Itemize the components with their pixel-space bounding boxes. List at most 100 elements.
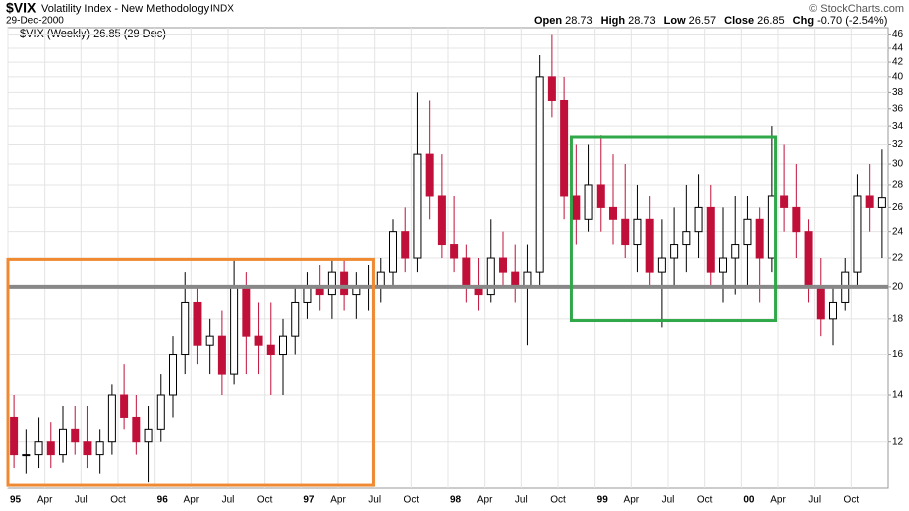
candle-body: [450, 244, 459, 259]
candle-body: [169, 354, 177, 396]
candle-body: [95, 441, 104, 456]
x-tick-label: Jul: [515, 495, 528, 506]
x-tick-label: Apr: [330, 495, 346, 506]
candle-body: [266, 344, 275, 356]
annotation-box: [569, 135, 778, 323]
quote-value: -0.70 (-2.54%): [817, 15, 887, 27]
y-tick-label: 44: [892, 43, 904, 54]
symbol: $VIX: [6, 0, 37, 16]
credit: © StockCharts.com: [809, 3, 904, 15]
candle-body: [132, 416, 141, 443]
candle-body: [560, 99, 569, 197]
y-tick-label: 36: [892, 103, 904, 114]
y-tick-label: 18: [892, 313, 904, 324]
quote-value: 26.57: [689, 15, 717, 27]
candle-body: [829, 301, 837, 320]
candle-body: [633, 218, 642, 246]
x-tick-label: 96: [157, 495, 169, 506]
candle-body: [389, 231, 397, 273]
x-tick-label: Oct: [404, 495, 420, 506]
candle-body: [499, 257, 507, 273]
candle-body: [83, 441, 92, 456]
candle-body: [34, 441, 43, 456]
candle-body: [865, 195, 874, 208]
candle-body: [340, 271, 349, 296]
candle-body: [645, 218, 654, 273]
candle-body: [584, 184, 593, 220]
y-tick-label: 40: [892, 72, 904, 83]
x-tick-label: Jul: [75, 495, 88, 506]
candle-body: [755, 218, 764, 259]
candle-body: [107, 394, 116, 443]
candle-body: [792, 206, 801, 233]
candle-body: [719, 257, 727, 273]
candle-body: [670, 244, 679, 259]
candle-body: [425, 153, 434, 197]
candle-body: [743, 218, 752, 246]
candle-body: [694, 206, 703, 233]
candle-body: [279, 335, 287, 356]
candle-body: [816, 286, 825, 320]
candle-body: [731, 244, 740, 259]
y-tick-label: 38: [892, 87, 904, 98]
candle-body: [156, 394, 165, 430]
y-tick-label: 12: [892, 436, 904, 447]
candle-body: [181, 301, 190, 356]
candle-body: [547, 76, 556, 101]
quote-value: 26.85: [757, 15, 785, 27]
candle-body: [462, 257, 471, 288]
candle-body: [682, 231, 691, 246]
candle-body: [10, 416, 19, 456]
candle-body: [511, 271, 520, 288]
candle-body: [59, 428, 67, 456]
y-tick-label: 28: [892, 180, 904, 191]
x-tick-label: Jul: [368, 495, 381, 506]
candle-body: [242, 286, 251, 337]
x-tick-label: Oct: [844, 495, 860, 506]
candle-body: [437, 195, 446, 246]
candle-body: [376, 271, 385, 288]
candle-body: [609, 206, 617, 220]
quote-value: 28.73: [565, 15, 593, 27]
candle-body: [523, 271, 532, 288]
candle-body: [303, 286, 312, 303]
y-tick-label: 46: [892, 29, 904, 40]
y-tick-label: 20: [892, 282, 904, 293]
candle-body: [120, 394, 129, 418]
candle-body: [804, 231, 813, 288]
x-tick-label: Jul: [662, 495, 675, 506]
x-tick-label: 00: [743, 495, 755, 506]
x-tick-label: Oct: [550, 495, 566, 506]
candle-body: [230, 286, 239, 375]
candle-body: [780, 195, 789, 208]
candle-body: [486, 257, 495, 296]
x-tick-label: Apr: [184, 495, 200, 506]
candle-body: [853, 195, 862, 273]
candle-body: [217, 335, 226, 375]
y-tick-label: 32: [892, 139, 904, 150]
x-tick-label: Jul: [222, 495, 235, 506]
x-tick-label: Apr: [624, 495, 640, 506]
candle-body: [193, 301, 202, 346]
y-tick-label: 16: [892, 349, 904, 360]
quote-label: Open: [534, 15, 562, 27]
quote-label: High: [601, 15, 626, 27]
quote-label: Low: [664, 15, 686, 27]
x-tick-label: Jul: [808, 495, 821, 506]
candle-body: [657, 257, 666, 273]
legend: $VIX (Weekly) 26.85 (29 Dec): [20, 28, 166, 40]
x-tick-label: Oct: [257, 495, 273, 506]
candle-body: [596, 184, 605, 208]
y-tick-label: 24: [892, 226, 904, 237]
candle-body: [413, 153, 422, 259]
candle-body: [572, 195, 581, 220]
x-tick-label: 99: [597, 495, 609, 506]
candle-body: [401, 231, 410, 259]
chart-title: Volatility Index - New Methodology: [41, 3, 210, 15]
candle-body: [621, 218, 630, 246]
y-tick-label: 22: [892, 253, 904, 264]
y-tick-label: 42: [892, 57, 904, 68]
quote-label: Chg: [793, 15, 814, 27]
x-tick-label: 98: [450, 495, 462, 506]
x-tick-label: Apr: [770, 495, 786, 506]
